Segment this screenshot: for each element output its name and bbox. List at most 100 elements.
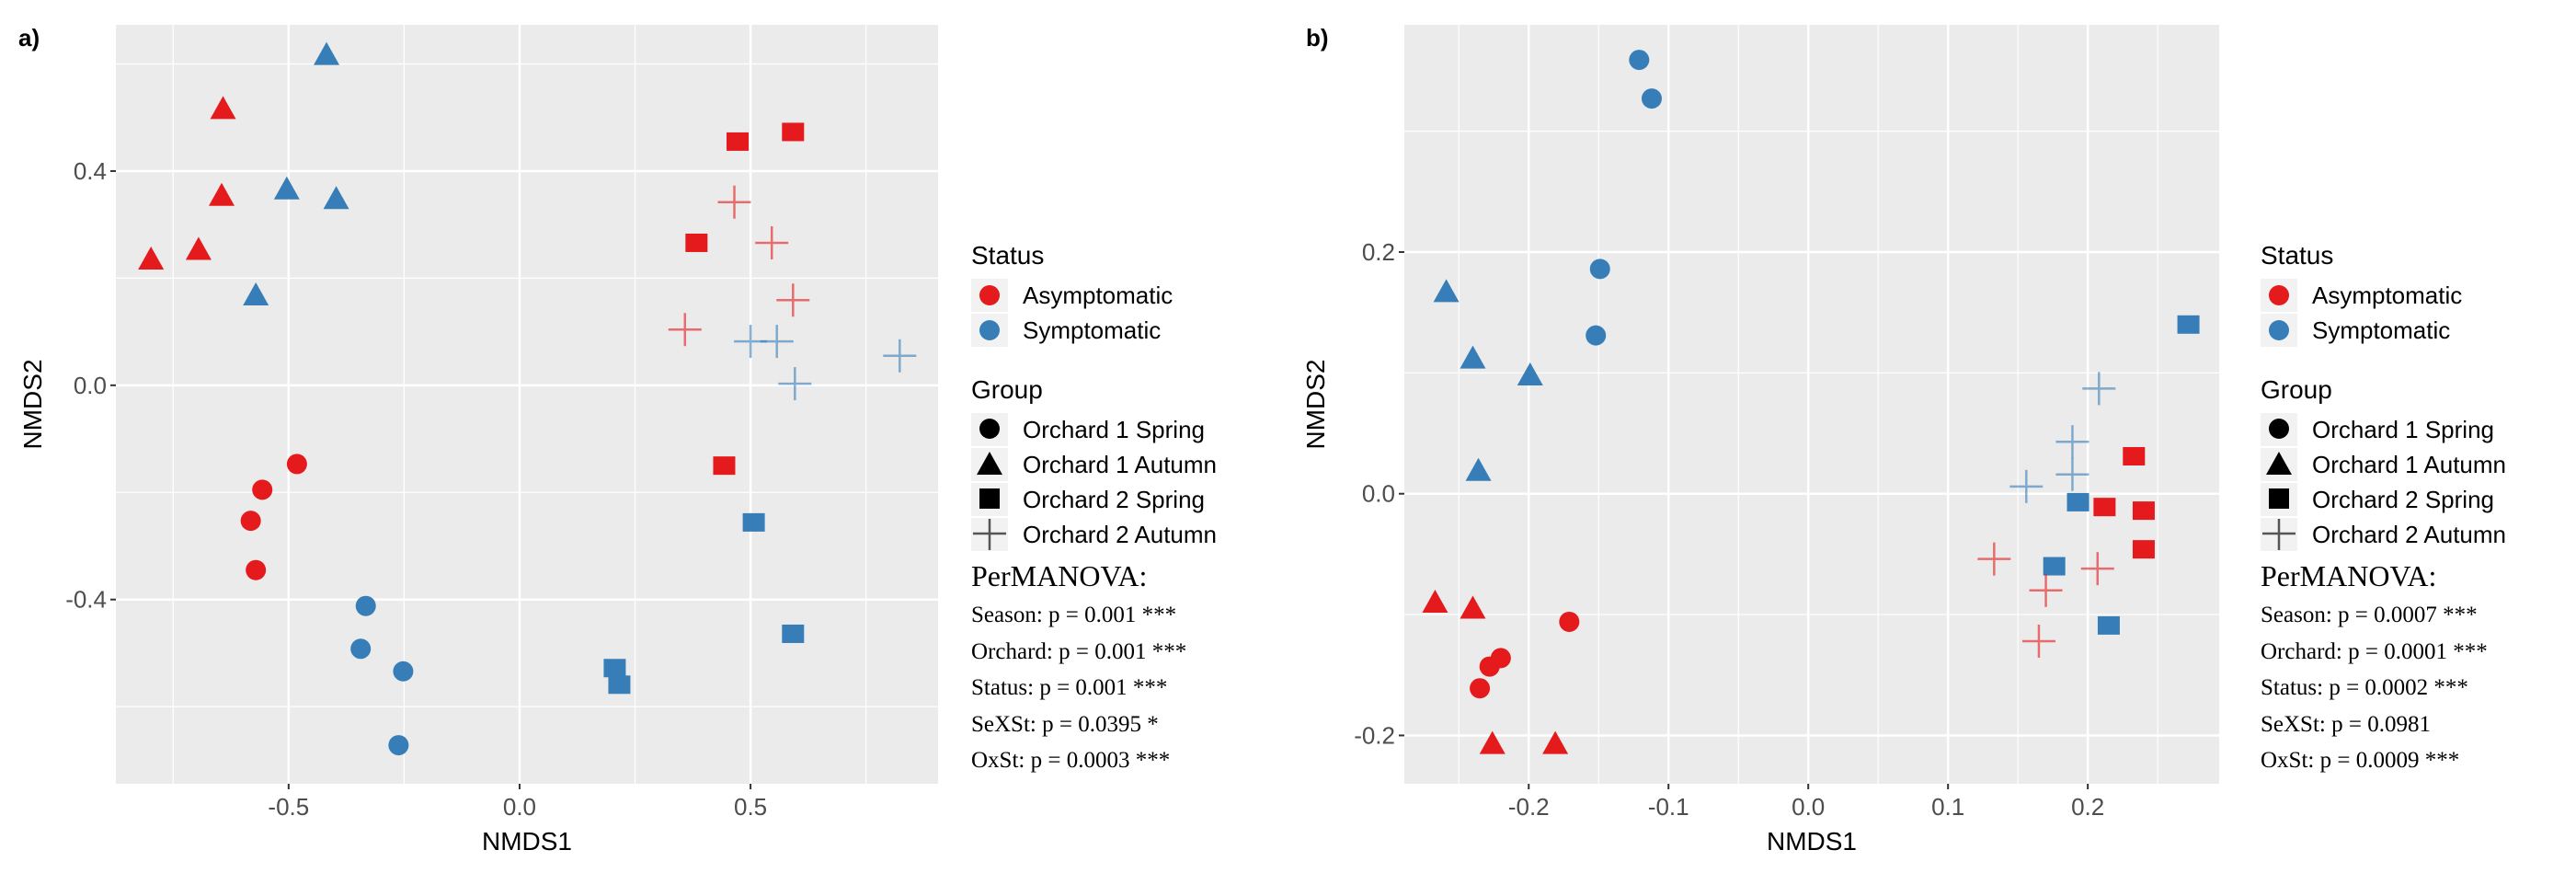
data-point <box>1422 589 1448 613</box>
legend-key <box>971 448 1008 481</box>
legend-b: Status Asymptomatic Symptomatic Group Orchar… <box>2261 241 2506 779</box>
permanova-line: SeXSt: p = 0.0981 <box>2261 711 2431 737</box>
series-asymptomatic-orchard-1-spring <box>240 454 307 580</box>
permanova-line: Status: p = 0.001 *** <box>971 675 1168 700</box>
legend-label: Symptomatic <box>1023 316 1162 344</box>
data-point <box>2043 557 2066 576</box>
series-symptomatic-orchard-1-autumn <box>1433 279 1543 481</box>
data-point <box>2123 446 2146 465</box>
data-point <box>1559 611 1580 632</box>
legend-item-asymptomatic: Asymptomatic <box>971 278 1217 313</box>
permanova-line: Season: p = 0.0007 *** <box>2261 603 2478 627</box>
series-asymptomatic-orchard-2-autumn <box>1977 542 2114 658</box>
legend-key <box>971 518 1008 551</box>
panel-label: a) <box>18 24 40 52</box>
permanova-title: PerMANOVA: <box>971 559 1148 592</box>
legend-item-asymptomatic: Asymptomatic <box>2261 278 2506 313</box>
series-symptomatic-orchard-1-spring <box>350 595 414 756</box>
legend-key <box>2261 314 2297 347</box>
data-point <box>603 659 626 678</box>
data-point <box>778 367 812 401</box>
legend-label: Orchard 2 Spring <box>1023 485 1205 513</box>
legend-item-group: Orchard 1 Autumn <box>971 447 1217 482</box>
data-point <box>210 96 236 120</box>
legend-label: Symptomatic <box>2312 316 2451 344</box>
x-tick-label: 0.1 <box>1931 793 1964 821</box>
permanova-line: Orchard: p = 0.001 *** <box>971 638 1187 664</box>
legend-key <box>2261 448 2297 481</box>
cross-icon <box>2262 519 2296 550</box>
permanova-results: PerMANOVA: Season: p = 0.001 *** Orchard: … <box>971 559 1217 779</box>
data-point <box>727 132 750 151</box>
series-asymptomatic-orchard-2-spring <box>2093 446 2155 559</box>
data-point <box>240 511 261 532</box>
data-point <box>286 454 307 475</box>
x-tick-label: -0.5 <box>268 793 309 821</box>
x-axis-title: NMDS1 <box>1767 827 1857 856</box>
data-point <box>1479 730 1506 754</box>
permanova-line: OxSt: p = 0.0009 *** <box>2261 748 2460 773</box>
square-icon <box>2269 488 2289 509</box>
data-point <box>2055 457 2089 491</box>
legend-item-group: Orchard 2 Autumn <box>2261 517 2506 552</box>
data-point <box>1977 542 2011 576</box>
data-point <box>2082 372 2116 406</box>
legend-item-group: Orchard 2 Spring <box>971 482 1217 517</box>
permanova-results: PerMANOVA: Season: p = 0.0007 *** Orchard:… <box>2261 559 2506 779</box>
data-point <box>1641 88 1662 109</box>
data-point <box>608 675 631 695</box>
y-tick-label: 0.4 <box>74 157 107 185</box>
permanova-line: OxSt: p = 0.0003 *** <box>971 748 1171 773</box>
legend-a: Status Asymptomatic Symptomatic Group Orchar… <box>971 241 1217 779</box>
data-point <box>1465 457 1492 481</box>
data-point <box>742 512 765 532</box>
status-legend-title: Status <box>2261 241 2334 270</box>
permanova-line: Status: p = 0.0002 *** <box>2261 675 2468 700</box>
legend-item-symptomatic: Symptomatic <box>971 313 1217 348</box>
legend-key <box>971 314 1008 347</box>
panel-a: -0.5 0.0 0.5 -0.4 0.0 0.4 NMDS1 NMDS2 a) <box>18 24 938 856</box>
legend-label: Orchard 1 Autumn <box>2312 450 2506 478</box>
legend-item-group: Orchard 1 Spring <box>971 412 1217 447</box>
series-symptomatic-orchard-2-autumn <box>2009 372 2116 503</box>
legend-label: Asymptomatic <box>1023 281 1174 309</box>
data-point <box>1470 678 1491 699</box>
circle-icon <box>2269 320 2289 340</box>
legend-label: Orchard 2 Autumn <box>1023 520 1217 548</box>
data-point <box>2009 469 2044 503</box>
legend-item-group: Orchard 1 Autumn <box>2261 447 2506 482</box>
panel-b: -0.2 -0.1 0.0 0.1 0.2 -0.2 0.0 0.2 NMDS1 NMDS2 b) <box>1301 24 2219 856</box>
triangle-icon <box>977 452 1002 475</box>
series-symptomatic-orchard-2-autumn <box>734 325 917 401</box>
data-point <box>2097 615 2120 635</box>
y-axis-title: NMDS2 <box>1301 359 1330 449</box>
legend-item-group: Orchard 2 Autumn <box>971 517 1217 552</box>
legend-label: Orchard 1 Spring <box>2312 415 2494 443</box>
data-point <box>1542 730 1569 754</box>
y-tick-label: -0.2 <box>1354 721 1395 749</box>
group-legend-title: Group <box>2261 375 2332 404</box>
circle-icon <box>2269 285 2289 305</box>
panel-background <box>1404 25 2219 784</box>
series-symptomatic-orchard-2-spring <box>2043 315 2200 635</box>
x-tick-label: -0.2 <box>1508 793 1550 821</box>
data-point <box>1433 279 1460 303</box>
x-axis-title: NMDS1 <box>482 827 572 856</box>
data-point <box>350 638 372 660</box>
x-tick-label: 0.2 <box>2071 793 2104 821</box>
data-point <box>782 122 805 142</box>
legend-key <box>2261 483 2297 516</box>
series-asymptomatic-orchard-1-autumn <box>1422 589 1569 754</box>
data-point <box>1586 325 1607 346</box>
cross-icon <box>973 519 1006 550</box>
data-point <box>246 559 267 580</box>
series-asymptomatic-orchard-2-autumn <box>668 185 810 347</box>
data-point <box>2029 573 2063 607</box>
data-point <box>2021 624 2055 658</box>
data-point <box>185 236 212 260</box>
data-point <box>2132 540 2155 559</box>
y-tick-label: 0.0 <box>74 372 107 399</box>
circle-icon <box>979 285 1000 305</box>
data-point <box>209 182 235 206</box>
